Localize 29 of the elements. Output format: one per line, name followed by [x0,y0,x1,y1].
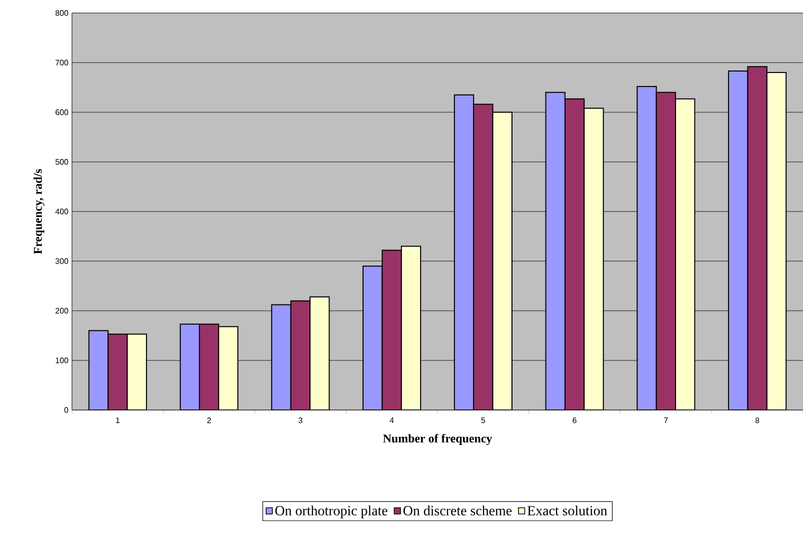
x-axis-title: Number of frequency [383,434,492,445]
legend-label: Exact solution [528,506,608,516]
bar [218,326,238,410]
y-axis-title: Frequency, rad/s [33,169,44,254]
bar [545,92,566,410]
bar [675,98,696,410]
legend-label: On orthotropic plate [275,506,388,518]
bar [88,330,109,410]
legend-label: On discrete scheme [403,506,512,516]
bar [454,94,474,410]
bar [362,266,383,410]
bar [400,246,422,410]
bar [310,296,330,410]
bar [564,98,585,410]
bar [272,304,291,410]
bar [636,86,657,410]
bar [492,112,512,410]
bar [290,300,310,410]
bar [382,250,402,410]
bar [108,334,128,410]
bar [766,72,787,410]
bar [198,324,220,410]
bar [473,104,494,410]
bar [656,92,676,410]
bar [126,334,147,410]
bar [180,324,200,410]
bar [584,108,604,410]
bar [747,66,768,410]
bar [728,70,748,410]
